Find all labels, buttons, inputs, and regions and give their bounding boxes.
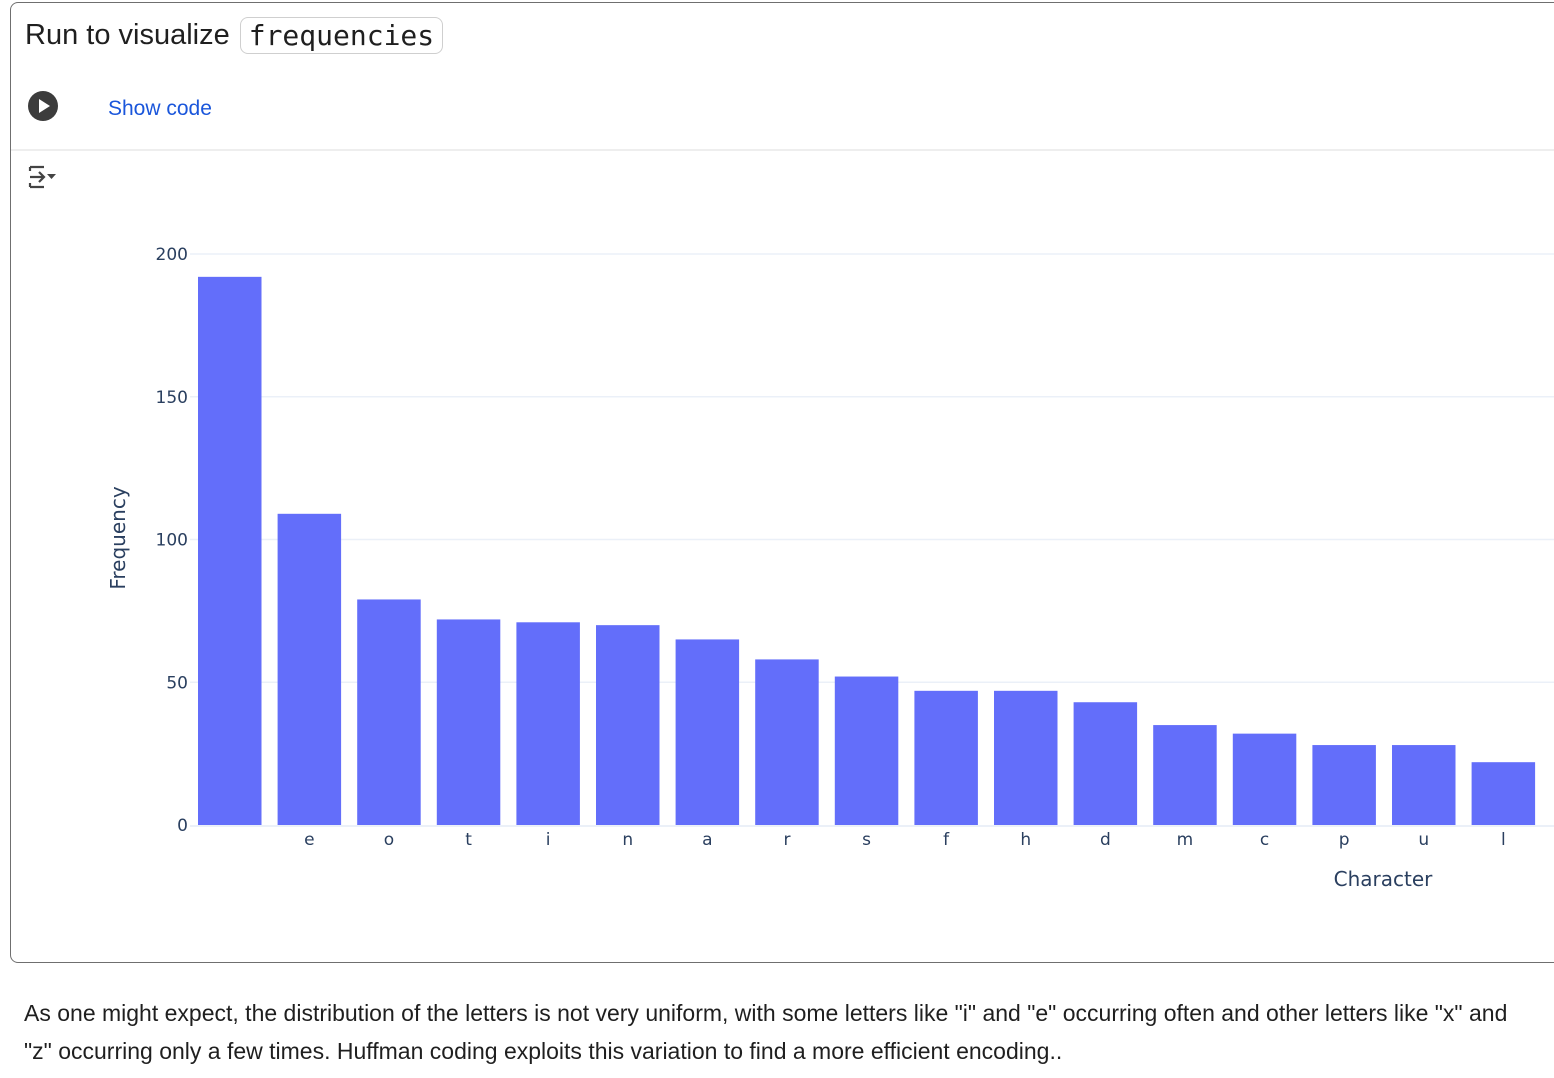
- x-tick-label: i: [546, 830, 551, 850]
- y-tick-label: 150: [156, 388, 188, 408]
- bar-e: [277, 513, 342, 825]
- bar-a: [675, 639, 740, 825]
- bar-m: [1153, 725, 1217, 825]
- x-tick-label: a: [702, 830, 712, 850]
- bar-n: [596, 625, 660, 825]
- x-tick-label: p: [1339, 830, 1350, 850]
- x-tick-label: f: [943, 830, 950, 850]
- bar-s: [834, 676, 899, 825]
- x-tick-label: u: [1418, 830, 1429, 850]
- output-toggle-icon[interactable]: [27, 163, 59, 191]
- bar-chart: 0 50 100 150 200 e o t i n a r s f h d m c p u l Character Fr…: [106, 245, 1554, 891]
- cell-title-code: frequencies: [239, 17, 444, 54]
- y-tick-label: 200: [156, 245, 188, 265]
- bar-space: [198, 276, 262, 826]
- bar-t: [436, 619, 501, 825]
- y-axis-title: Frequency: [106, 486, 130, 589]
- notebook-cell: Run to visualize frequencies Show code: [10, 2, 1554, 963]
- x-tick-label: o: [384, 830, 394, 850]
- bar-l: [1471, 762, 1536, 825]
- cell-divider: [11, 149, 1554, 151]
- x-tick-label: t: [465, 830, 472, 850]
- x-tick-label: c: [1260, 830, 1269, 850]
- x-axis-title: Character: [1334, 867, 1434, 891]
- x-tick-label: e: [304, 830, 314, 850]
- bar-h: [994, 690, 1058, 825]
- cell-title-text: Run to visualize: [25, 19, 230, 51]
- bar-o: [357, 599, 421, 825]
- bar-d: [1073, 702, 1138, 825]
- description-paragraph: As one might expect, the distribution of…: [24, 1000, 1508, 1064]
- bar-c: [1232, 733, 1297, 825]
- y-tick-label: 50: [166, 673, 188, 693]
- bar-r: [755, 659, 819, 825]
- bar-i: [516, 622, 580, 825]
- y-tick-label: 0: [177, 816, 188, 836]
- x-tick-label: d: [1100, 830, 1111, 850]
- x-tick-label: m: [1177, 830, 1194, 850]
- bar-u: [1392, 745, 1456, 825]
- x-tick-label: h: [1020, 830, 1031, 850]
- x-tick-label: r: [783, 830, 790, 850]
- show-code-link[interactable]: Show code: [108, 97, 212, 120]
- bar-p: [1312, 745, 1376, 825]
- y-tick-label: 100: [156, 531, 188, 551]
- cell-title: Run to visualize frequencies: [25, 17, 444, 54]
- x-tick-label: n: [622, 830, 633, 850]
- bar-f: [914, 690, 978, 825]
- x-tick-label: s: [862, 830, 871, 850]
- play-circle-icon[interactable]: [28, 91, 58, 121]
- x-tick-label: l: [1501, 830, 1506, 850]
